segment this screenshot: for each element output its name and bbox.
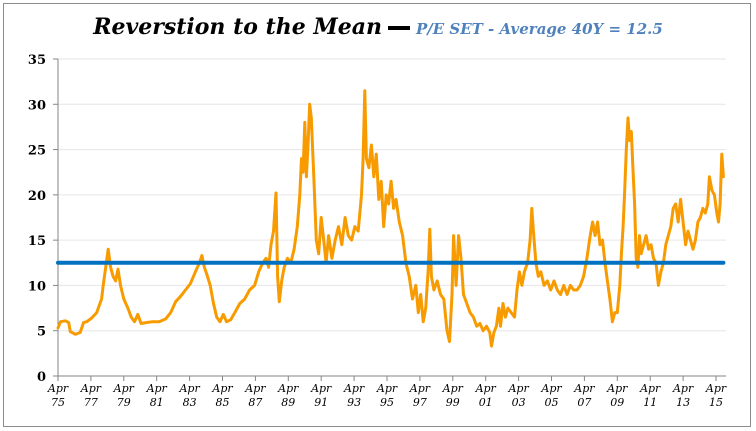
x-tick-label-year: 81 — [150, 396, 164, 409]
x-tick-label-year: 09 — [610, 396, 624, 409]
x-tick-label-month: Apr — [672, 382, 694, 395]
x-tick-label-month: Apr — [606, 382, 628, 395]
y-tick-label: 35 — [28, 53, 46, 68]
x-tick-label-month: Apr — [376, 382, 398, 395]
x-tick-label-month: Apr — [310, 382, 332, 395]
x-tick-label-month: Apr — [80, 382, 102, 395]
x-tick-label-year: 03 — [512, 396, 526, 409]
x-tick-label-month: Apr — [244, 382, 266, 395]
x-tick-label-year: 13 — [676, 396, 690, 409]
x-tick-label-year: 89 — [281, 396, 295, 409]
x-tick-label-month: Apr — [409, 382, 431, 395]
x-tick-label-month: Apr — [442, 382, 464, 395]
x-tick-label-year: 79 — [117, 396, 131, 409]
x-axis: Apr75Apr77Apr79Apr81Apr83Apr85Apr87Apr89… — [47, 375, 727, 409]
y-tick-label: 30 — [28, 98, 46, 113]
x-tick-label-month: Apr — [573, 382, 595, 395]
y-tick-label: 5 — [37, 325, 46, 340]
chart-title: Reverstion to the Mean — [93, 14, 382, 40]
x-tick-label-year: 95 — [380, 396, 394, 409]
x-tick-label-month: Apr — [146, 382, 168, 395]
x-tick-label-year: 97 — [413, 396, 427, 409]
chart-frame — [3, 3, 751, 427]
x-tick-label-month: Apr — [178, 382, 200, 395]
x-tick-label-month: Apr — [705, 382, 727, 395]
x-tick-label-year: 87 — [248, 396, 262, 409]
x-tick-label-month: Apr — [277, 382, 299, 395]
x-tick-label-year: 01 — [479, 396, 493, 409]
x-tick-label-month: Apr — [639, 382, 661, 395]
x-tick-label-month: Apr — [475, 382, 497, 395]
x-tick-label-year: 83 — [183, 396, 197, 409]
y-axis: 0 5 10 15 20 25 30 35 — [28, 53, 59, 385]
x-tick-label-year: 15 — [709, 396, 723, 409]
x-tick-label-year: 91 — [314, 396, 328, 409]
y-tick-label: 0 — [37, 370, 46, 385]
y-tick-label: 10 — [28, 279, 46, 294]
x-tick-label-year: 07 — [577, 396, 591, 409]
x-tick-label-year: 99 — [446, 396, 460, 409]
x-tick-label-month: Apr — [47, 382, 69, 395]
x-tick-label-year: 11 — [643, 396, 657, 409]
y-tick-label: 20 — [28, 189, 46, 204]
x-tick-label-year: 75 — [51, 396, 65, 409]
x-tick-label-month: Apr — [507, 382, 529, 395]
chart-subtitle: P/E SET - Average 40Y = 12.5 — [415, 20, 663, 38]
x-tick-label-year: 93 — [347, 396, 361, 409]
pe-series-line — [56, 89, 725, 348]
series-group — [56, 89, 726, 348]
x-tick-label-year: 05 — [545, 396, 559, 409]
x-tick-label-year: 77 — [84, 396, 98, 409]
x-tick-label-month: Apr — [113, 382, 135, 395]
x-tick-label-month: Apr — [540, 382, 562, 395]
x-tick-label-month: Apr — [211, 382, 233, 395]
x-tick-label-month: Apr — [343, 382, 365, 395]
y-tick-label: 15 — [28, 234, 46, 249]
y-tick-label: 25 — [28, 144, 46, 159]
chart-title-block: Reverstion to the Mean P/E SET - Average … — [0, 14, 756, 40]
legend-dash-icon — [387, 25, 410, 30]
x-tick-label-year: 85 — [216, 396, 230, 409]
